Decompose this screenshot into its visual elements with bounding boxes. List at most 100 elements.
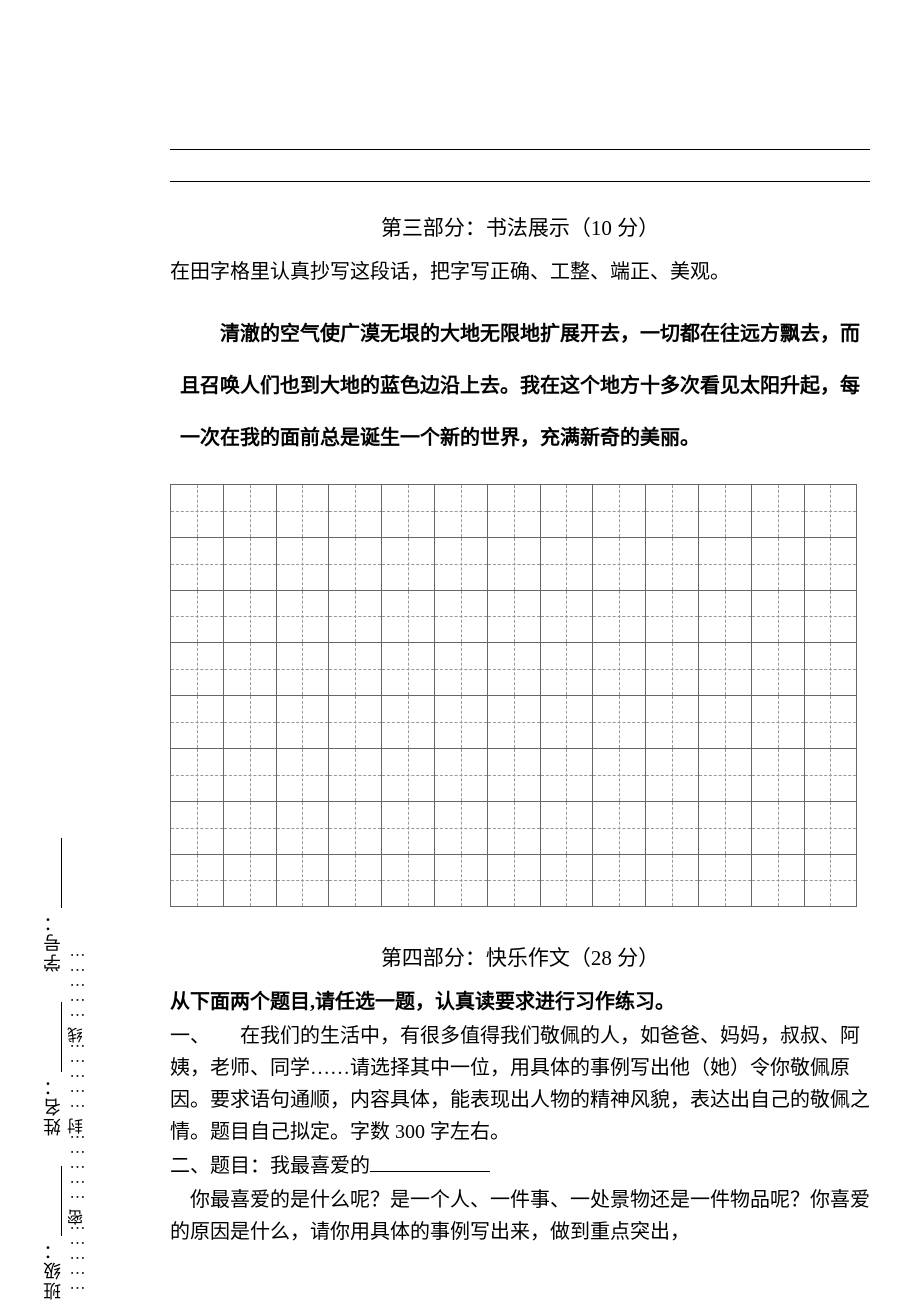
essay-item-2-title-prefix: 题目：我最喜爱的 (210, 1155, 370, 1177)
tianzi-cell (645, 854, 699, 908)
tianzi-cell (804, 801, 858, 855)
tianzi-cell (223, 801, 277, 855)
tianzi-cell (540, 695, 594, 749)
tianzi-cell (592, 537, 646, 591)
essay-item-2-text: 你最喜爱的是什么呢？是一个人、一件事、一处景物还是一件物品呢？你喜爱的原因是什么… (170, 1184, 870, 1248)
tianzi-cell (540, 748, 594, 802)
tianzi-cell (540, 854, 594, 908)
tianzi-cell (751, 484, 805, 538)
blank-name (62, 1002, 63, 1072)
tianzi-cell (751, 537, 805, 591)
tianzi-cell (328, 537, 382, 591)
tianzi-cell (645, 590, 699, 644)
tianzi-cell (804, 642, 858, 696)
tianzi-cell (751, 801, 805, 855)
tianzi-cell (698, 854, 752, 908)
label-class: 班级： (40, 1240, 66, 1300)
tianzi-row (170, 643, 870, 696)
tianzi-cell (276, 748, 330, 802)
seal-mi: 密 (66, 1209, 90, 1225)
tianzi-cell (170, 642, 224, 696)
tianzi-cell (223, 642, 277, 696)
blank-number (62, 838, 63, 908)
tianzi-cell (698, 695, 752, 749)
tianzi-cell (381, 537, 435, 591)
tianzi-cell (645, 642, 699, 696)
tianzi-cell (381, 748, 435, 802)
tianzi-cell (487, 537, 541, 591)
tianzi-cell (592, 590, 646, 644)
tianzi-cell (381, 484, 435, 538)
dots-3: …………… (69, 1043, 87, 1118)
tianzi-cell (540, 801, 594, 855)
dots-2: …………… (69, 1134, 87, 1209)
tianzi-cell (487, 695, 541, 749)
tianzi-cell (434, 642, 488, 696)
tianzi-cell (804, 854, 858, 908)
tianzi-cell (434, 801, 488, 855)
tianzi-cell (698, 590, 752, 644)
tianzi-cell (170, 484, 224, 538)
tianzi-cell (487, 854, 541, 908)
tianzi-cell (645, 695, 699, 749)
tianzi-cell (751, 642, 805, 696)
tianzi-cell (381, 642, 435, 696)
tianzi-row (170, 749, 870, 802)
tianzi-cell (170, 590, 224, 644)
tianzi-cell (592, 484, 646, 538)
tianzi-cell (751, 695, 805, 749)
tianzi-cell (223, 854, 277, 908)
tianzi-cell (170, 748, 224, 802)
tianzi-cell (328, 695, 382, 749)
tianzi-cell (381, 695, 435, 749)
tianzi-cell (276, 642, 330, 696)
tianzi-cell (804, 590, 858, 644)
tianzi-cell (276, 484, 330, 538)
tianzi-cell (328, 590, 382, 644)
tianzi-cell (751, 748, 805, 802)
tianzi-cell (434, 854, 488, 908)
tianzi-row (170, 855, 870, 908)
answer-blank-line (170, 152, 870, 182)
tianzi-cell (698, 642, 752, 696)
tianzi-cell (645, 748, 699, 802)
tianzi-cell (540, 642, 594, 696)
tianzi-cell (592, 854, 646, 908)
tianzi-cell (698, 484, 752, 538)
tianzi-cell (276, 695, 330, 749)
tianzi-cell (381, 801, 435, 855)
tianzi-cell (434, 695, 488, 749)
tianzi-cell (804, 695, 858, 749)
tianzi-cell (698, 801, 752, 855)
tianzi-cell (328, 748, 382, 802)
tianzi-cell (540, 537, 594, 591)
section4-instruction: 从下面两个题目,请任选一题，认真读要求进行习作练习。 (170, 986, 870, 1018)
tianzi-cell (540, 484, 594, 538)
essay-item-2: 二、题目：我最喜爱的 (170, 1150, 870, 1182)
tianzi-cell (223, 537, 277, 591)
tianzi-cell (170, 537, 224, 591)
tianzi-cell (170, 801, 224, 855)
section3-instruction: 在田字格里认真抄写这段话，把字写正确、工整、端正、美观。 (170, 256, 870, 288)
tianzi-row (170, 802, 870, 855)
tianzi-cell (751, 590, 805, 644)
tianzi-cell (434, 537, 488, 591)
tianzi-cell (645, 801, 699, 855)
tianzi-cell (381, 854, 435, 908)
tianzi-cell (381, 590, 435, 644)
tianzi-cell (487, 642, 541, 696)
tianzi-cell (698, 748, 752, 802)
dots-1: …………… (69, 1225, 87, 1300)
seal-line-vertical: …………… 密 …………… 封 …………… 线 …………… (66, 300, 90, 1300)
tianzi-cell (592, 801, 646, 855)
essay-items: 一、 在我们的生活中，有很多值得我们敬佩的人，如爸爸、妈妈，叔叔、阿姨，老师、同… (170, 1020, 870, 1248)
seal-xian: 线 (66, 1027, 90, 1043)
essay-item-1: 一、 在我们的生活中，有很多值得我们敬佩的人，如爸爸、妈妈，叔叔、阿姨，老师、同… (170, 1020, 870, 1148)
tianzi-cell (223, 590, 277, 644)
tianzi-cell (170, 854, 224, 908)
tianzi-cell (487, 590, 541, 644)
tianzi-cell (698, 537, 752, 591)
tianzi-cell (434, 748, 488, 802)
tianzi-cell (328, 801, 382, 855)
page-content: 第三部分：书法展示（10 分） 在田字格里认真抄写这段话，把字写正确、工整、端正… (170, 0, 870, 1248)
